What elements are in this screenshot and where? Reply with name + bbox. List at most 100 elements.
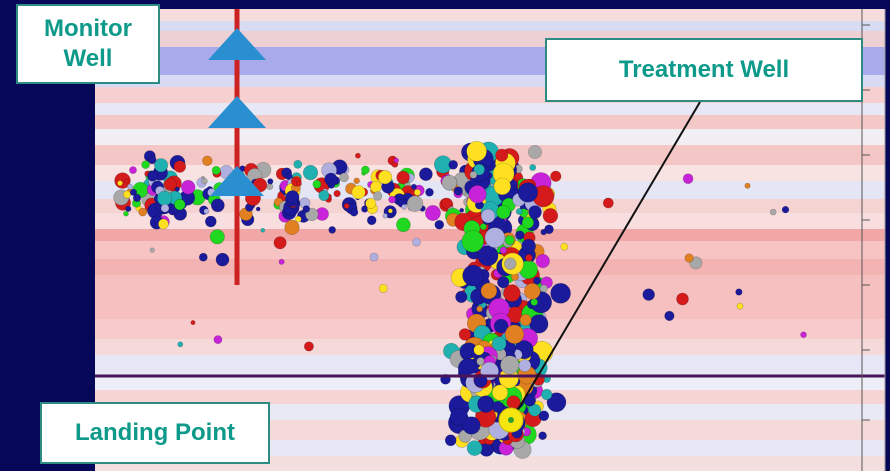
event-sphere — [500, 355, 520, 375]
event-sphere — [538, 431, 547, 441]
event-sphere — [499, 246, 508, 254]
event-sphere — [373, 191, 383, 201]
event-sphere — [538, 410, 550, 422]
event-sphere — [515, 208, 523, 215]
event-sphere — [361, 165, 370, 175]
event-sphere — [476, 305, 483, 313]
event-sphere — [504, 235, 515, 246]
event-sphere — [530, 298, 539, 306]
monitor-geophone-triangle-2 — [208, 96, 266, 128]
event-sphere — [278, 258, 285, 265]
event-sphere — [181, 180, 196, 195]
event-sphere — [267, 178, 274, 185]
depth-axis-ticks — [862, 24, 870, 421]
event-sphere — [602, 197, 614, 209]
event-sphere — [684, 253, 694, 263]
event-sphere — [333, 190, 341, 198]
event-sphere — [744, 182, 751, 189]
event-sphere — [676, 292, 689, 306]
event-sphere — [473, 163, 486, 176]
event-sphere — [127, 183, 134, 190]
event-sphere — [387, 208, 393, 214]
event-sphere — [491, 384, 509, 401]
event-sphere — [302, 165, 319, 181]
event-sphere — [521, 216, 535, 229]
event-sphere — [177, 341, 184, 348]
event-sphere — [682, 173, 694, 184]
event-sphere — [351, 185, 366, 200]
event-sphere — [529, 164, 537, 171]
event-sphere — [664, 310, 675, 322]
event-sphere — [466, 440, 483, 456]
event-sphere — [210, 198, 225, 213]
monitor-well-callout: Monitor Well — [16, 4, 160, 84]
event-sphere — [515, 230, 525, 240]
event-sphere — [735, 288, 743, 296]
lithology-band — [95, 103, 885, 115]
event-sphere — [285, 190, 300, 204]
event-sphere — [493, 177, 511, 196]
event-sphere — [533, 276, 542, 285]
event-sphere — [546, 392, 567, 413]
lithology-band — [95, 456, 885, 471]
event-sphere — [401, 203, 408, 210]
event-sphere — [491, 336, 507, 352]
event-sphere — [174, 198, 186, 211]
event-sphere — [769, 208, 777, 216]
event-sphere — [205, 215, 217, 228]
event-sphere — [459, 207, 465, 213]
event-sphere — [349, 207, 359, 217]
event-sphere — [504, 257, 517, 270]
treatment-well-callout: Treatment Well — [545, 38, 863, 102]
event-sphere — [366, 215, 377, 226]
event-sphere — [369, 180, 382, 193]
event-sphere — [149, 247, 155, 253]
event-sphere — [302, 205, 311, 213]
lithology-band — [95, 21, 885, 31]
treatment-well-line — [512, 101, 701, 419]
event-sphere — [497, 276, 510, 289]
event-sphere — [215, 252, 230, 267]
event-sphere — [393, 157, 399, 164]
event-sphere — [117, 180, 123, 186]
event-sphere — [462, 264, 484, 287]
event-sphere — [141, 160, 150, 169]
event-sphere — [273, 236, 287, 250]
event-sphere — [285, 172, 293, 181]
event-sphere — [211, 165, 221, 175]
event-sphere — [468, 185, 487, 204]
event-sphere — [147, 155, 157, 165]
event-sphere — [544, 224, 554, 235]
event-sphere — [294, 215, 302, 223]
lithology-band — [95, 9, 885, 21]
event-sphere — [480, 208, 496, 224]
event-sphere — [303, 341, 314, 352]
event-sphere — [518, 359, 532, 372]
event-sphere — [378, 170, 393, 185]
event-sphere — [154, 158, 169, 173]
event-sphere — [517, 182, 539, 203]
event-sphere — [484, 227, 506, 248]
event-sphere — [469, 170, 478, 179]
event-sphere — [466, 141, 487, 162]
event-sphere — [339, 172, 349, 183]
event-sphere — [473, 344, 485, 356]
event-sphere — [441, 197, 453, 209]
event-sphere — [444, 434, 457, 447]
event-sphere — [163, 177, 177, 191]
event-sphere — [203, 208, 210, 215]
event-sphere — [213, 335, 223, 344]
event-sphere — [528, 403, 542, 417]
event-sphere — [284, 219, 300, 235]
event-sphere — [198, 252, 208, 262]
event-sphere — [147, 170, 159, 182]
event-sphere — [132, 193, 142, 202]
event-sphere — [424, 205, 441, 221]
event-sphere — [506, 395, 521, 410]
event-sphere — [378, 283, 388, 293]
event-sphere — [491, 400, 504, 413]
landing-point-label: Landing Point — [75, 419, 235, 446]
event-sphere — [157, 190, 173, 206]
event-sphere — [523, 282, 541, 300]
lithology-band — [95, 129, 885, 145]
